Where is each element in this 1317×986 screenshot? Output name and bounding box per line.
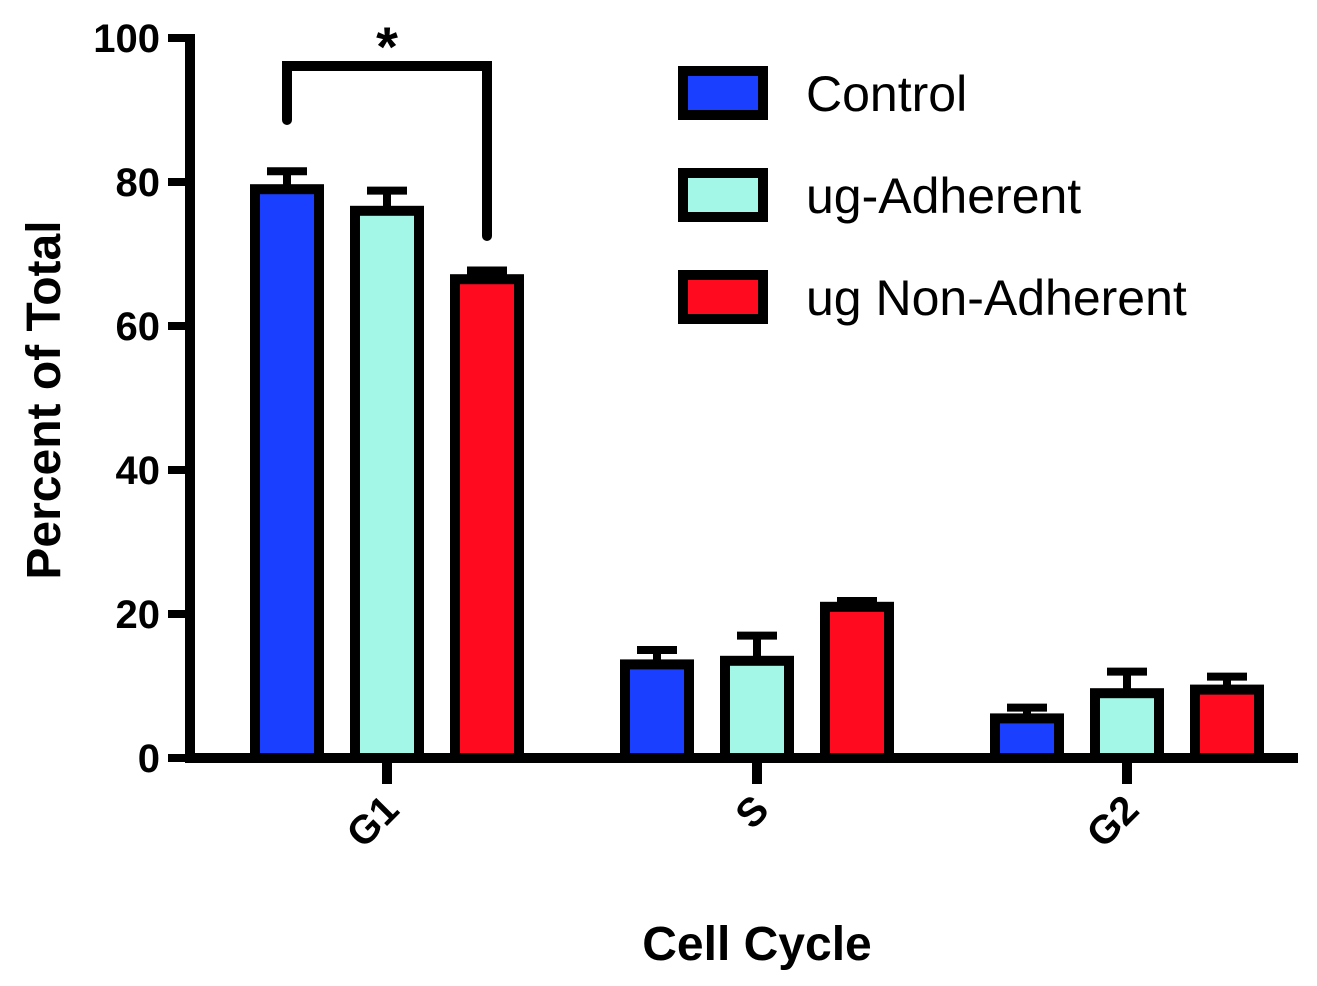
- bar-g1-ug-adherent: [350, 205, 424, 764]
- legend-label-ug-adherent: ug-Adherent: [806, 168, 1081, 224]
- bar-g2-ug-adherent: [1090, 688, 1164, 764]
- y-axis-title: Percent of Total: [18, 220, 71, 579]
- y-tick-label-80: 80: [116, 161, 161, 205]
- legend-swatch-ug-non-adherent: [678, 270, 768, 324]
- bar-s-ug-adherent: [720, 655, 794, 763]
- significance-bracket: [282, 61, 492, 241]
- y-tick-label-60: 60: [116, 305, 161, 349]
- significance-annotation: *: [282, 15, 492, 241]
- bar-s-ug-non-adherent: [820, 601, 894, 763]
- bar-g2-ug-non-adherent: [1190, 684, 1264, 763]
- legend-swatch-control: [678, 66, 768, 120]
- legend: Control ug-Adherent ug Non-Adherent: [678, 66, 1187, 326]
- bar-g1-ug-non-adherent: [450, 274, 524, 763]
- x-axis-title: Cell Cycle: [642, 918, 871, 971]
- legend-label-control: Control: [806, 66, 967, 122]
- bar-g1-control: [250, 184, 324, 763]
- bar-g2-control: [990, 713, 1064, 764]
- x-tick-label-g2: G2: [1079, 787, 1148, 856]
- legend-label-ug-non-adherent: ug Non-Adherent: [806, 270, 1187, 326]
- x-tick-label-g1: G1: [339, 787, 408, 856]
- error-bars-group: [267, 167, 1247, 719]
- y-tick-label-0: 0: [138, 737, 160, 781]
- significance-star: *: [376, 15, 398, 78]
- legend-swatch-ug-adherent: [678, 168, 768, 222]
- bar-s-control: [620, 659, 694, 764]
- y-tick-label-20: 20: [116, 593, 161, 637]
- x-tick-label-s: S: [727, 787, 777, 837]
- y-tick-label-100: 100: [93, 17, 160, 61]
- y-tick-label-40: 40: [116, 449, 161, 493]
